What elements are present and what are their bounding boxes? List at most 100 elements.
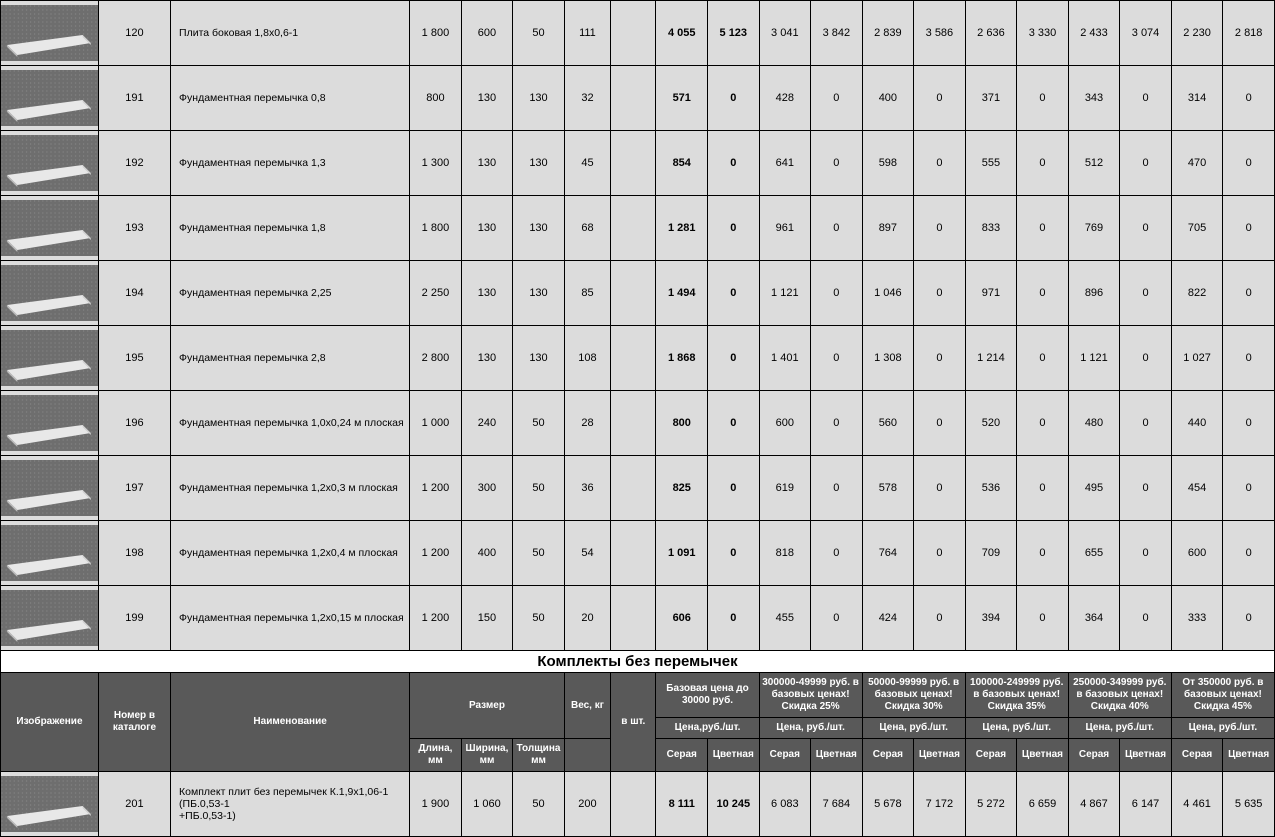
catalog-number: 194 — [98, 261, 170, 326]
price-cell: 0 — [1120, 456, 1172, 521]
width: 300 — [461, 456, 513, 521]
price-cell: 0 — [811, 66, 863, 131]
width: 130 — [461, 196, 513, 261]
thickness: 50 — [513, 586, 565, 651]
thickness: 130 — [513, 196, 565, 261]
thickness: 50 — [513, 772, 565, 837]
hdr-gray: Серая — [759, 739, 811, 772]
price-cell: 0 — [1120, 131, 1172, 196]
catalog-number: 120 — [98, 1, 170, 66]
price-cell: 709 — [965, 521, 1017, 586]
price-cell: 0 — [811, 261, 863, 326]
product-name: Фундаментная перемычка 1,2х0,4 м плоская — [171, 521, 410, 586]
thickness: 50 — [513, 1, 565, 66]
section-title: Комплекты без перемычек — [1, 651, 1275, 673]
price-cell: 1 121 — [1068, 326, 1120, 391]
price-cell: 0 — [708, 326, 760, 391]
price-cell: 0 — [811, 131, 863, 196]
price-cell: 555 — [965, 131, 1017, 196]
length: 1 900 — [410, 772, 462, 837]
price-cell: 0 — [914, 521, 966, 586]
product-name: Фундаментная перемычка 1,3 — [171, 131, 410, 196]
price-cell: 440 — [1171, 391, 1223, 456]
price-cell: 0 — [1017, 586, 1069, 651]
price-cell: 394 — [965, 586, 1017, 651]
length: 1 200 — [410, 456, 462, 521]
width: 130 — [461, 131, 513, 196]
price-cell: 0 — [708, 196, 760, 261]
price-cell: 495 — [1068, 456, 1120, 521]
hdr-tier-2: 50000-99999 руб. в базовых ценах! Скидка… — [862, 673, 965, 718]
width: 400 — [461, 521, 513, 586]
price-cell: 3 330 — [1017, 1, 1069, 66]
price-cell: 5 272 — [965, 772, 1017, 837]
hdr-color: Цветная — [1017, 739, 1069, 772]
price-cell: 0 — [1223, 196, 1275, 261]
hdr-color: Цветная — [811, 739, 863, 772]
hdr-weight-sub — [564, 739, 610, 772]
product-thumbnail — [1, 521, 99, 586]
weight: 45 — [564, 131, 610, 196]
hdr-tier-3: 100000-249999 руб. в базовых ценах! Скид… — [965, 673, 1068, 718]
width: 130 — [461, 326, 513, 391]
price-cell: 571 — [656, 66, 708, 131]
header-block: Изображение Номер в каталоге Наименовани… — [1, 673, 1275, 772]
weight: 85 — [564, 261, 610, 326]
price-cell: 655 — [1068, 521, 1120, 586]
catalog-number: 196 — [98, 391, 170, 456]
price-cell: 6 659 — [1017, 772, 1069, 837]
hdr-color: Цветная — [1223, 739, 1275, 772]
price-cell: 0 — [1017, 261, 1069, 326]
price-cell: 470 — [1171, 131, 1223, 196]
price-cell: 1 281 — [656, 196, 708, 261]
hdr-size: Размер — [410, 673, 565, 739]
price-cell: 1 027 — [1171, 326, 1223, 391]
table-row: 196Фундаментная перемычка 1,0х0,24 м пло… — [1, 391, 1275, 456]
width: 1 060 — [461, 772, 513, 837]
weight: 28 — [564, 391, 610, 456]
catalog-number: 195 — [98, 326, 170, 391]
product-name: Фундаментная перемычка 1,8 — [171, 196, 410, 261]
length: 1 800 — [410, 1, 462, 66]
price-cell: 600 — [1171, 521, 1223, 586]
price-cell: 0 — [811, 521, 863, 586]
price-cell: 8 111 — [656, 772, 708, 837]
price-cell: 455 — [759, 586, 811, 651]
hdr-gray: Серая — [862, 739, 914, 772]
weight: 200 — [564, 772, 610, 837]
price-cell: 2 818 — [1223, 1, 1275, 66]
hdr-price-1: Цена, руб./шт. — [759, 718, 862, 739]
price-cell: 7 684 — [811, 772, 863, 837]
hdr-weight: Вес, кг — [564, 673, 610, 739]
width: 600 — [461, 1, 513, 66]
catalog-number: 192 — [98, 131, 170, 196]
product-thumbnail — [1, 391, 99, 456]
thickness: 50 — [513, 391, 565, 456]
hdr-thickness: Толщина мм — [513, 739, 565, 772]
price-cell: 896 — [1068, 261, 1120, 326]
hdr-gray: Серая — [656, 739, 708, 772]
product-thumbnail — [1, 196, 99, 261]
price-cell: 961 — [759, 196, 811, 261]
price-cell: 0 — [1223, 66, 1275, 131]
hdr-price-0: Цена,руб./шт. — [656, 718, 759, 739]
price-cell: 0 — [1120, 391, 1172, 456]
price-cell: 0 — [1120, 586, 1172, 651]
product-thumbnail — [1, 66, 99, 131]
catalog-number: 197 — [98, 456, 170, 521]
product-thumbnail — [1, 131, 99, 196]
hdr-length: Длина, мм — [410, 739, 462, 772]
price-cell: 6 083 — [759, 772, 811, 837]
price-cell: 1 401 — [759, 326, 811, 391]
price-cell: 0 — [1223, 391, 1275, 456]
product-name: Фундаментная перемычка 2,25 — [171, 261, 410, 326]
price-cell: 0 — [1017, 456, 1069, 521]
price-cell: 424 — [862, 586, 914, 651]
price-cell: 0 — [914, 391, 966, 456]
qty-blank — [611, 261, 656, 326]
price-cell: 1 494 — [656, 261, 708, 326]
price-cell: 0 — [708, 586, 760, 651]
price-cell: 6 147 — [1120, 772, 1172, 837]
price-cell: 0 — [914, 196, 966, 261]
price-cell: 0 — [1120, 521, 1172, 586]
